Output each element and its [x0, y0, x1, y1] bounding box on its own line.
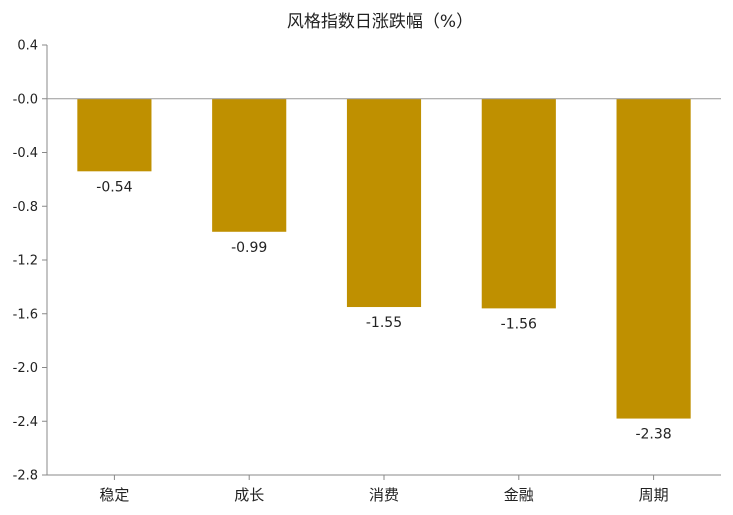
y-tick-label: -2.4	[13, 415, 38, 430]
y-tick-label: -2.8	[13, 469, 38, 484]
bar-5	[616, 98, 691, 419]
bar-1	[77, 98, 152, 172]
data-label-1: -0.54	[96, 179, 132, 195]
x-tick-label: 稳定	[99, 486, 129, 504]
data-label-5: -2.38	[635, 427, 671, 443]
x-tick-label: 成长	[234, 486, 264, 504]
y-tick-label: -2.0	[13, 361, 38, 376]
y-tick-label: -0.0	[13, 92, 38, 107]
y-tick-label: -0.4	[13, 146, 38, 161]
bars: -0.54 -0.99 -1.55 -1.56 -2.38	[77, 98, 691, 443]
y-tick-label: -1.2	[13, 254, 38, 269]
y-axis: 0.4 -0.0 -0.4 -0.8 -1.2 -1.6 -2.0 -2.4 -2.8	[13, 39, 48, 484]
x-tick-label: 消费	[369, 486, 399, 504]
y-tick-label: 0.4	[17, 39, 38, 54]
x-tick-label: 周期	[639, 486, 669, 504]
data-label-3: -1.55	[366, 315, 402, 331]
chart-title: 风格指数日涨跌幅（%）	[287, 12, 473, 32]
x-axis: 稳定 成长 消费 金融 周期	[47, 98, 721, 504]
y-tick-label: -0.8	[13, 200, 38, 215]
data-label-2: -0.99	[231, 240, 267, 256]
bar-3	[346, 98, 422, 308]
y-tick-label: -1.6	[13, 307, 38, 322]
x-tick-label: 金融	[504, 486, 534, 504]
bar-4	[481, 98, 556, 309]
data-label-4: -1.56	[501, 316, 537, 332]
bar-2	[212, 98, 287, 232]
